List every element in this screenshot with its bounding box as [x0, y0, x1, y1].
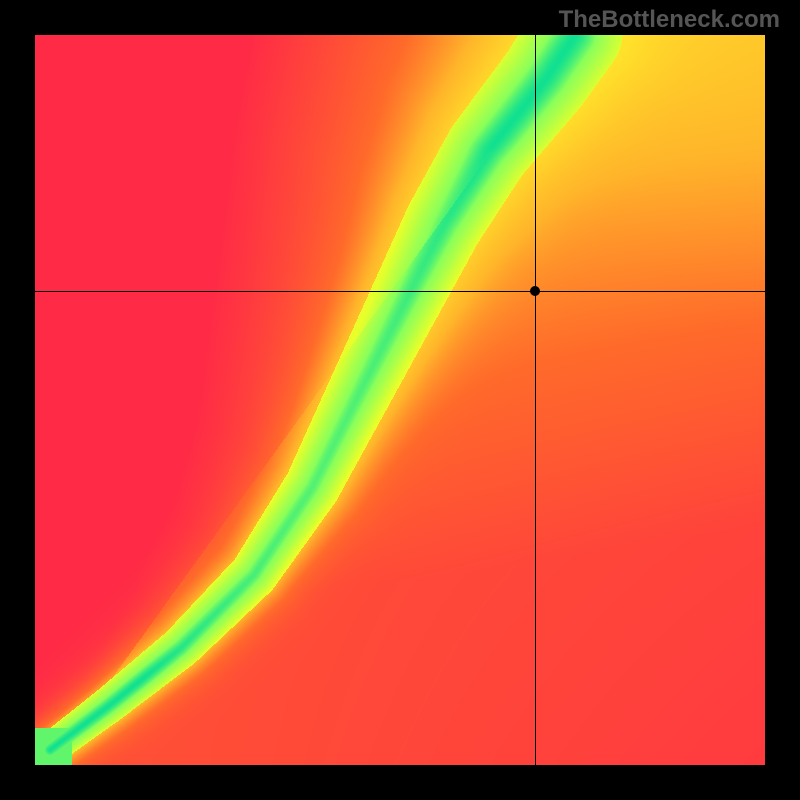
crosshair-vertical [535, 35, 536, 765]
crosshair-horizontal [35, 291, 765, 292]
chart-container: TheBottleneck.com [0, 0, 800, 800]
crosshair-marker [530, 286, 540, 296]
bottleneck-heatmap [35, 35, 765, 765]
watermark-text: TheBottleneck.com [559, 6, 780, 34]
